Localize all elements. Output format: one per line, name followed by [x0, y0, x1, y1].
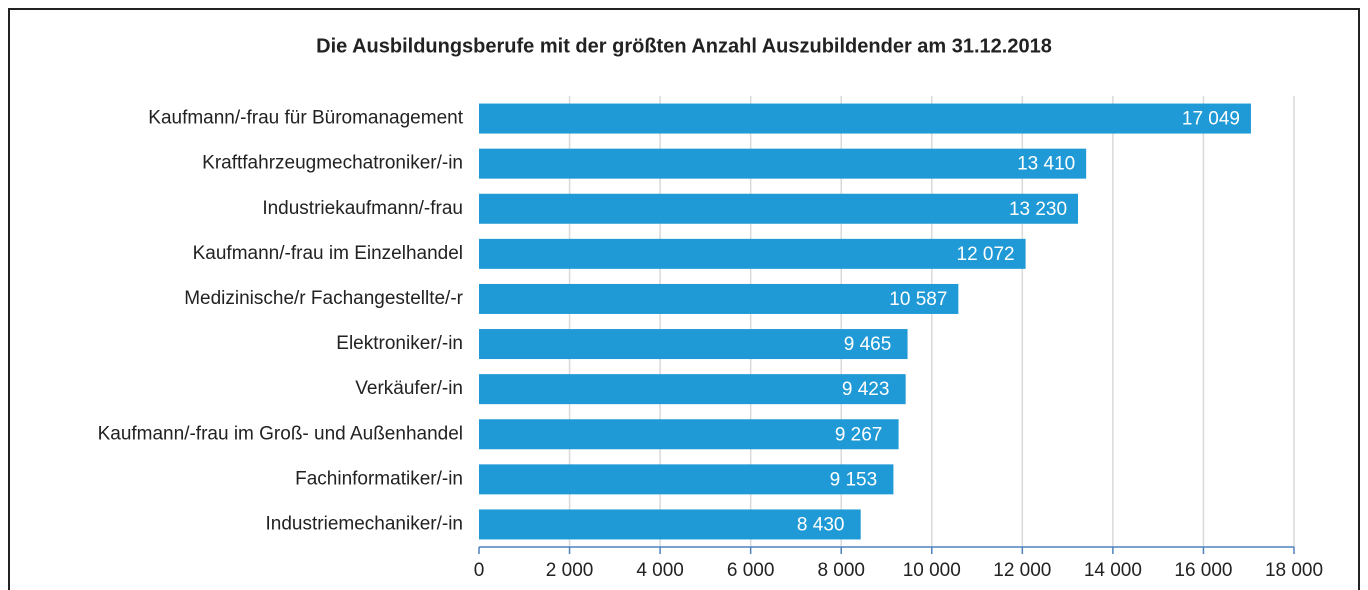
bar — [479, 464, 894, 495]
bar — [479, 374, 906, 405]
value-label: 13 410 — [1017, 154, 1075, 175]
x-tick-label: 2 000 — [546, 560, 594, 581]
y-tick-label: Kaufmann/-frau im Groß- und Außenhandel — [98, 423, 463, 444]
bar — [479, 148, 1087, 179]
x-tick-label: 8 000 — [817, 560, 865, 581]
x-tick-label: 16 000 — [1174, 560, 1232, 581]
x-tick-label: 0 — [474, 560, 485, 581]
frame — [8, 8, 1360, 590]
value-label: 10 587 — [889, 289, 947, 310]
value-label: 9 153 — [830, 469, 878, 490]
x-tick-label: 10 000 — [903, 560, 961, 581]
value-label: 9 267 — [835, 424, 883, 445]
value-label: 17 049 — [1182, 109, 1240, 130]
y-tick-label: Fachinformatiker/-in — [295, 468, 463, 489]
value-label: 12 072 — [957, 244, 1015, 265]
x-tick-label: 6 000 — [727, 560, 775, 581]
bar — [479, 419, 899, 450]
x-tick-label: 12 000 — [993, 560, 1051, 581]
value-label: 9 465 — [844, 334, 892, 355]
y-tick-label: Medizinische/r Fachangestellte/-r — [184, 288, 463, 309]
bar — [479, 238, 1026, 269]
y-tick-label: Elektroniker/-in — [336, 333, 463, 354]
y-tick-label: Kaufmann/-frau für Büromanagement — [148, 108, 463, 129]
bar — [479, 509, 861, 540]
bar — [479, 103, 1251, 134]
y-tick-label: Industriemechaniker/-in — [266, 513, 463, 534]
bar — [479, 329, 908, 360]
value-label: 9 423 — [842, 379, 890, 400]
chart-title: Die Ausbildungsberufe mit der größten An… — [316, 35, 1052, 57]
value-label: 8 430 — [797, 514, 845, 535]
y-tick-label: Kraftfahrzeugmechatroniker/-in — [202, 153, 463, 174]
bar — [479, 193, 1079, 224]
y-tick-label: Verkäufer/-in — [355, 378, 463, 399]
x-tick-label: 18 000 — [1265, 560, 1323, 581]
x-tick-label: 14 000 — [1084, 560, 1142, 581]
x-tick-label: 4 000 — [636, 560, 684, 581]
value-label: 13 230 — [1009, 199, 1067, 220]
y-tick-label: Industriekaufmann/-frau — [262, 198, 463, 219]
y-tick-label: Kaufmann/-frau im Einzelhandel — [193, 243, 463, 264]
bar — [479, 283, 959, 314]
